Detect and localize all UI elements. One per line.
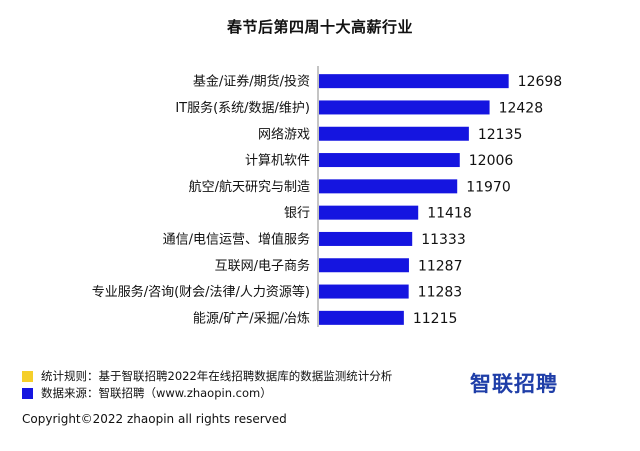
bar	[319, 153, 460, 168]
value-label: 11287	[418, 258, 463, 274]
category-label: 银行	[284, 206, 310, 221]
category-label: 计算机软件	[245, 154, 310, 169]
rule-note-text: 统计规则：基于智联招聘2022年在线招聘数据库的数据监测统计分析	[41, 369, 393, 383]
rule-note: 统计规则：基于智联招聘2022年在线招聘数据库的数据监测统计分析	[22, 368, 392, 384]
bar	[319, 231, 413, 246]
bar-chart: 基金/证券/期货/投资 12698 IT服务(系统/数据/维护) 12428 网络游戏 1…	[92, 66, 563, 327]
bar	[319, 74, 509, 89]
category-label: 专业服务/咨询(财会/法律/人力资源等)	[92, 284, 310, 300]
chart-title: 春节后第四周十大高薪行业	[226, 18, 413, 36]
bar	[319, 284, 409, 299]
category-label: IT服务(系统/数据/维护)	[175, 100, 310, 116]
category-label: 能源/矿产/采掘/冶炼	[193, 311, 310, 326]
value-label: 11283	[418, 285, 463, 301]
source-swatch	[22, 387, 33, 399]
value-label: 11970	[466, 179, 511, 195]
bar	[319, 126, 469, 141]
value-label: 11215	[413, 311, 458, 327]
category-label: 航空/航天研究与制造	[189, 179, 310, 195]
bar	[319, 258, 409, 273]
value-label: 12428	[499, 100, 544, 116]
copyright-text: Copyright©2022 zhaopin all rights reserv…	[22, 412, 287, 426]
value-label: 11418	[427, 206, 472, 222]
value-label: 12006	[469, 153, 514, 169]
value-label: 12698	[518, 74, 563, 90]
value-label: 11333	[421, 232, 466, 248]
category-label: 通信/电信运营、增值服务	[163, 231, 310, 247]
category-label: 网络游戏	[258, 126, 310, 142]
bar	[319, 179, 458, 194]
bar	[319, 310, 404, 325]
bar	[319, 205, 419, 220]
source-note: 数据来源：智联招聘（www.zhaopin.com）	[22, 385, 272, 401]
category-label: 基金/证券/期货/投资	[193, 74, 310, 90]
value-label: 12135	[478, 127, 523, 143]
bar	[319, 100, 490, 115]
source-note-text: 数据来源：智联招聘（www.zhaopin.com）	[41, 386, 272, 400]
rule-swatch	[22, 370, 33, 382]
category-label: 互联网/电子商务	[215, 258, 310, 274]
zhaopin-logo: 智联招聘	[470, 372, 558, 396]
